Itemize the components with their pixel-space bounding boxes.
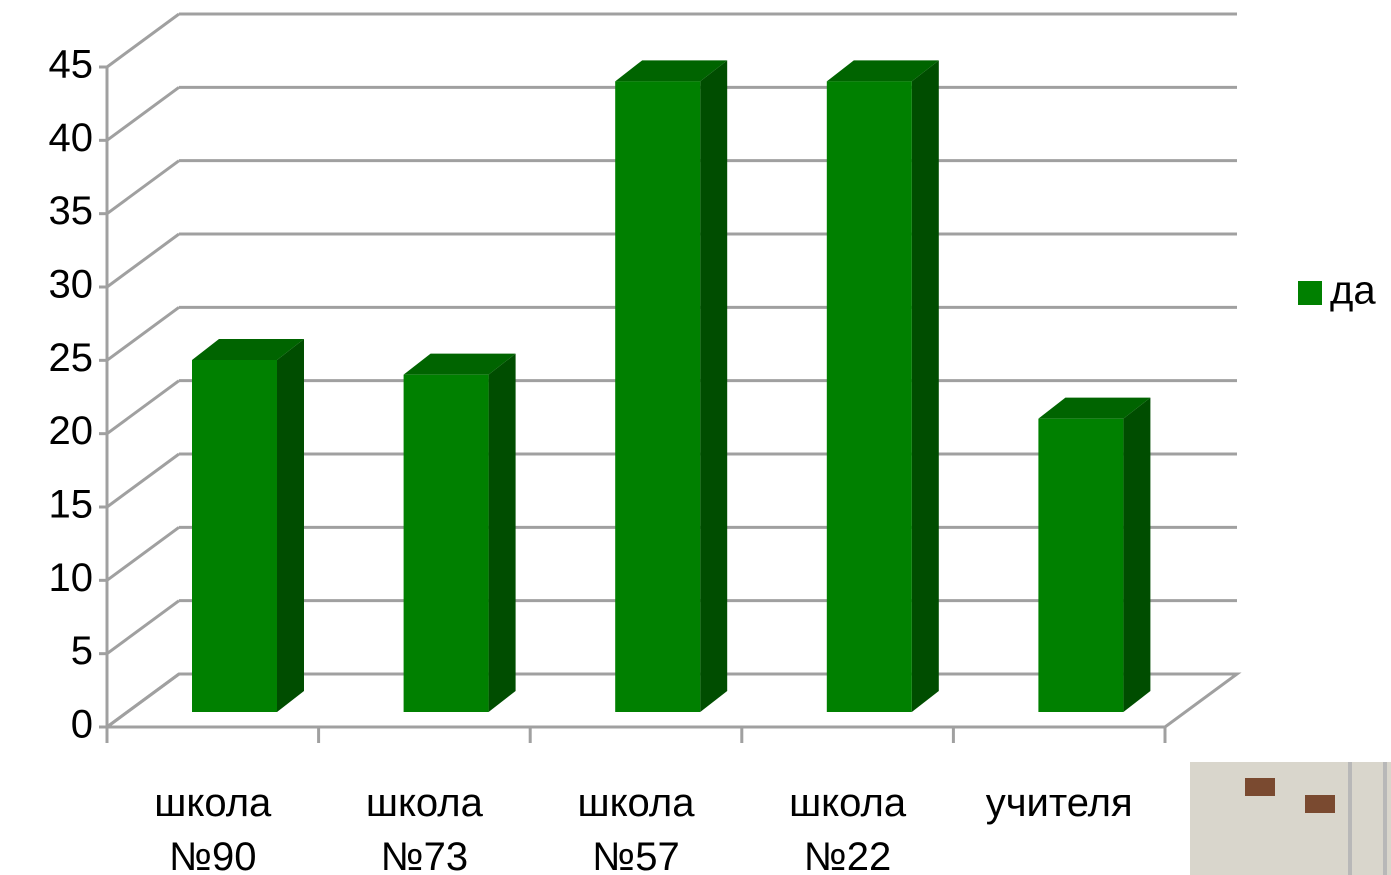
chart: 0 5 10 15 20 25 30 35 40 45 да (0, 0, 1391, 875)
x-tick-label: школа №22 (763, 776, 933, 875)
legend-label: да (1330, 269, 1376, 313)
grid-line (107, 454, 179, 507)
y-tick-label: 35 (49, 189, 94, 233)
y-tick-label: 0 (71, 703, 93, 747)
grid-line (107, 234, 179, 287)
x-tick-label: школа №90 (128, 776, 298, 875)
bar (192, 360, 277, 712)
y-tick-label: 25 (49, 336, 94, 380)
bar-side (912, 60, 939, 712)
page: 0 5 10 15 20 25 30 35 40 45 да школа №90 школа №73 ш… (0, 0, 1391, 875)
grid-line (107, 14, 179, 67)
y-tick-label: 10 (49, 556, 94, 600)
bar-side (489, 354, 516, 712)
bar (615, 81, 700, 712)
y-tick-label: 5 (71, 629, 93, 673)
grid-line (107, 87, 179, 140)
y-tick-label: 20 (49, 409, 94, 453)
grid-line (107, 161, 179, 214)
grid-line (107, 527, 179, 580)
bar (827, 81, 912, 712)
bar (404, 375, 489, 712)
y-tick-label: 40 (49, 116, 94, 160)
x-tick-label: школа №73 (339, 776, 509, 875)
grid-line (107, 381, 179, 434)
photo-detail (1305, 795, 1335, 813)
bar-side (1123, 398, 1150, 712)
photo-detail (1245, 778, 1275, 796)
y-tick-label: 15 (49, 483, 94, 527)
bar (1038, 419, 1123, 712)
y-tick-label: 45 (49, 43, 94, 87)
photo-thumbnail (1190, 762, 1391, 875)
grid-line (107, 674, 179, 727)
y-tick-label: 30 (49, 263, 94, 307)
legend-swatch (1298, 281, 1322, 305)
grid-line (107, 601, 179, 654)
grid-line (107, 307, 179, 360)
bar-side (700, 60, 727, 712)
x-tick-label: школа №57 (551, 776, 721, 875)
bar-side (277, 339, 304, 712)
x-tick-label: учителя (974, 776, 1144, 830)
